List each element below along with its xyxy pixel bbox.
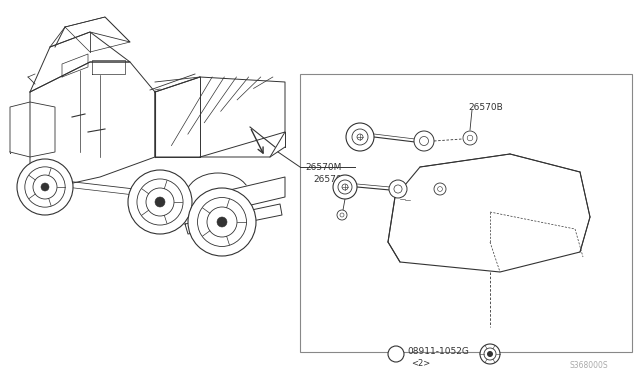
- Polygon shape: [92, 60, 125, 74]
- Circle shape: [17, 159, 73, 215]
- Circle shape: [333, 175, 357, 199]
- Circle shape: [340, 213, 344, 217]
- Circle shape: [155, 197, 165, 207]
- Circle shape: [337, 210, 347, 220]
- Circle shape: [146, 188, 174, 216]
- Circle shape: [342, 184, 348, 190]
- Circle shape: [207, 207, 237, 237]
- Circle shape: [389, 180, 407, 198]
- Circle shape: [128, 170, 192, 234]
- Polygon shape: [65, 17, 130, 52]
- Text: S368000S: S368000S: [570, 362, 609, 371]
- Text: 26570E: 26570E: [313, 174, 348, 183]
- Circle shape: [25, 167, 65, 207]
- Circle shape: [357, 134, 363, 140]
- Polygon shape: [30, 62, 155, 187]
- Circle shape: [137, 179, 183, 225]
- Polygon shape: [200, 177, 285, 217]
- Circle shape: [41, 183, 49, 191]
- Circle shape: [394, 185, 402, 193]
- Bar: [300, 74, 632, 352]
- Text: 08911-1052G: 08911-1052G: [407, 347, 469, 356]
- Circle shape: [346, 123, 374, 151]
- Circle shape: [419, 137, 429, 145]
- Text: 26570M: 26570M: [305, 163, 341, 171]
- Circle shape: [480, 344, 500, 364]
- Polygon shape: [185, 204, 282, 234]
- Circle shape: [484, 348, 496, 360]
- Circle shape: [467, 135, 473, 141]
- Circle shape: [338, 180, 352, 194]
- Polygon shape: [155, 77, 285, 157]
- Polygon shape: [10, 102, 55, 157]
- Circle shape: [438, 187, 442, 192]
- Circle shape: [487, 351, 493, 357]
- Text: <2>: <2>: [411, 359, 430, 368]
- Polygon shape: [50, 17, 130, 47]
- Circle shape: [188, 188, 256, 256]
- Polygon shape: [388, 154, 590, 272]
- Circle shape: [33, 175, 57, 199]
- Polygon shape: [62, 54, 88, 77]
- Text: N: N: [393, 349, 399, 358]
- Circle shape: [434, 183, 446, 195]
- Circle shape: [388, 346, 404, 362]
- Circle shape: [217, 217, 227, 227]
- Text: 26570B: 26570B: [468, 103, 503, 112]
- Circle shape: [463, 131, 477, 145]
- Circle shape: [352, 129, 368, 145]
- Circle shape: [198, 198, 246, 247]
- Circle shape: [414, 131, 434, 151]
- Polygon shape: [30, 32, 130, 92]
